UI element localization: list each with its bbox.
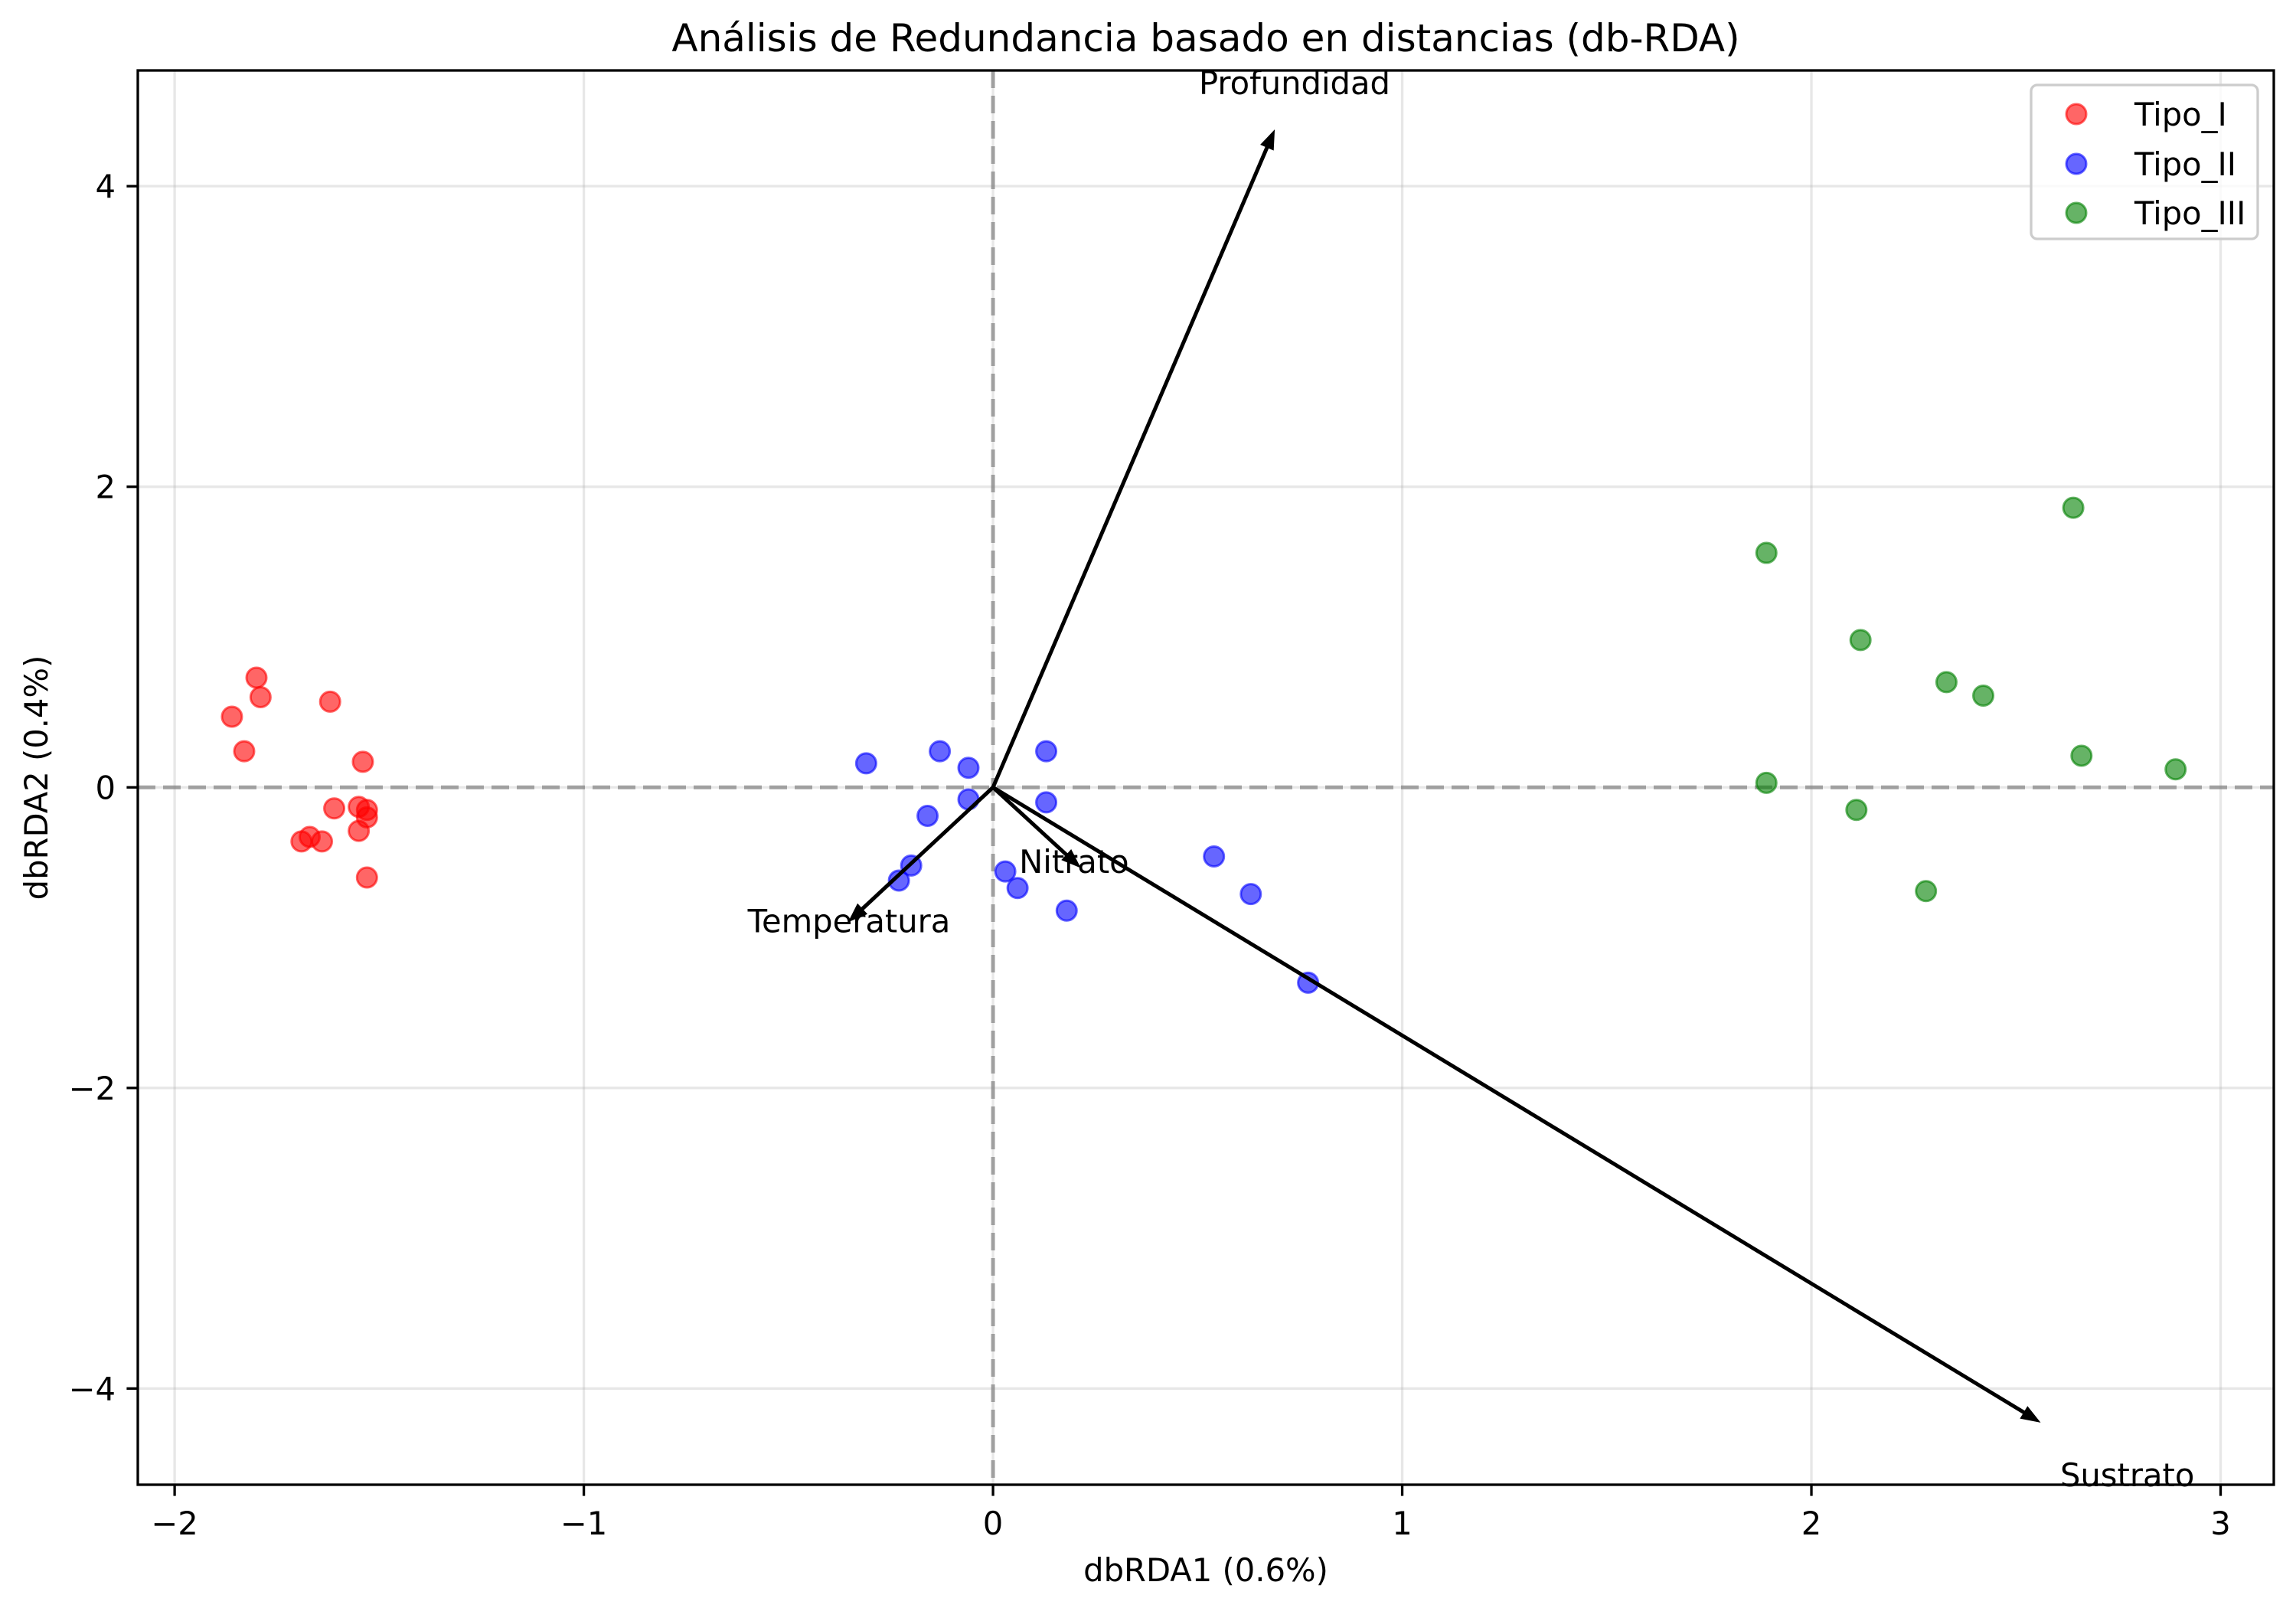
series-tipo-i bbox=[220, 666, 378, 889]
x-tick-label: −1 bbox=[560, 1505, 607, 1542]
vector-nitrato: Nitrato bbox=[991, 786, 1129, 881]
series-tipo-ii bbox=[854, 740, 1320, 994]
point-tipo-i bbox=[318, 690, 341, 713]
point-tipo-iii bbox=[1845, 799, 1868, 822]
point-tipo-iii bbox=[2070, 744, 2093, 767]
point-tipo-iii bbox=[1935, 671, 1958, 694]
vector-arrow-shaft bbox=[861, 786, 994, 911]
point-tipo-iii bbox=[1915, 880, 1938, 903]
vector-arrow-shaft bbox=[991, 146, 1269, 789]
scatter-points bbox=[220, 496, 2187, 994]
x-axis-label: dbRDA1 (0.6%) bbox=[1083, 1551, 1328, 1589]
point-tipo-i bbox=[311, 830, 334, 853]
chart-title: Análisis de Redundancia basado en distan… bbox=[671, 16, 1739, 60]
point-tipo-iii bbox=[1755, 771, 1778, 794]
plot-area bbox=[138, 70, 2274, 1485]
legend-marker-circle-icon bbox=[2065, 201, 2088, 224]
x-tick-label: −2 bbox=[151, 1505, 198, 1542]
x-axis-ticks: −2 −1 0 1 2 3 bbox=[151, 1485, 2231, 1542]
legend-entry-tipo-ii: Tipo_II bbox=[2065, 145, 2236, 183]
point-tipo-iii bbox=[1972, 685, 1995, 708]
point-tipo-ii bbox=[957, 757, 980, 779]
point-tipo-iii bbox=[1755, 541, 1778, 564]
point-tipo-i bbox=[249, 685, 272, 708]
y-axis-ticks: −4 −2 0 2 4 bbox=[69, 168, 138, 1407]
point-tipo-iii bbox=[1849, 629, 1872, 652]
point-tipo-i bbox=[290, 830, 313, 853]
point-tipo-ii bbox=[929, 740, 952, 763]
vector-arrow-head bbox=[2020, 1406, 2041, 1423]
y-tick-label: 2 bbox=[95, 469, 116, 506]
legend-label: Tipo_III bbox=[2134, 194, 2245, 232]
plot-frame bbox=[136, 69, 2275, 1486]
vector-label-nitrato: Nitrato bbox=[1019, 843, 1129, 881]
y-axis-label: dbRDA2 (0.4%) bbox=[18, 655, 55, 900]
vector-arrow-shaft bbox=[991, 786, 2026, 1414]
x-tick-label: 3 bbox=[2210, 1505, 2231, 1542]
legend: Tipo_I Tipo_II Tipo_III bbox=[2030, 83, 2259, 240]
point-tipo-i bbox=[351, 750, 374, 773]
legend-marker-circle-icon bbox=[2065, 103, 2088, 126]
vector-arrow-head bbox=[1260, 129, 1275, 151]
vector-label-temperatura: Temperatura bbox=[747, 903, 951, 940]
legend-label: Tipo_II bbox=[2134, 145, 2236, 183]
x-tick-label: 0 bbox=[983, 1505, 1004, 1542]
point-tipo-ii bbox=[887, 869, 910, 892]
legend-entry-tipo-i: Tipo_I bbox=[2065, 96, 2227, 133]
legend-label: Tipo_I bbox=[2134, 96, 2227, 133]
point-tipo-i bbox=[245, 666, 268, 689]
legend-box bbox=[2030, 83, 2259, 240]
zero-reference-lines bbox=[138, 70, 2274, 1485]
point-tipo-ii bbox=[854, 752, 877, 775]
vector-temperatura: Temperatura bbox=[747, 786, 994, 940]
point-tipo-i bbox=[233, 740, 256, 763]
x-tick-label: 2 bbox=[1801, 1505, 1822, 1542]
x-tick-label: 1 bbox=[1392, 1505, 1413, 1542]
point-tipo-ii bbox=[1055, 899, 1078, 922]
point-tipo-iii bbox=[2164, 758, 2187, 781]
vector-arrow-head bbox=[848, 903, 868, 923]
point-tipo-ii bbox=[1006, 877, 1029, 900]
point-tipo-ii bbox=[994, 860, 1017, 883]
vector-arrow-shaft bbox=[991, 786, 1068, 857]
y-tick-label: −4 bbox=[69, 1370, 116, 1407]
point-tipo-iii bbox=[2062, 496, 2085, 519]
vector-arrow-head bbox=[1061, 849, 1081, 868]
y-tick-label: 0 bbox=[95, 769, 116, 806]
point-tipo-i bbox=[348, 819, 371, 842]
point-tipo-ii bbox=[1035, 740, 1058, 763]
legend-entry-tipo-iii: Tipo_III bbox=[2065, 194, 2245, 232]
point-tipo-ii bbox=[1035, 791, 1058, 814]
series-tipo-iii bbox=[1755, 496, 2187, 903]
y-tick-label: 4 bbox=[95, 168, 116, 205]
point-tipo-ii bbox=[1239, 883, 1262, 906]
legend-marker-circle-icon bbox=[2065, 152, 2088, 175]
y-tick-label: −2 bbox=[69, 1070, 116, 1107]
vector-sustrato: Sustrato bbox=[991, 786, 2194, 1494]
point-tipo-i bbox=[323, 797, 346, 820]
point-tipo-ii bbox=[957, 788, 980, 811]
vector-label-sustrato: Sustrato bbox=[2060, 1456, 2194, 1494]
point-tipo-i bbox=[355, 866, 378, 889]
point-tipo-ii bbox=[916, 805, 939, 828]
point-tipo-ii bbox=[1203, 845, 1226, 868]
point-tipo-i bbox=[220, 705, 243, 728]
